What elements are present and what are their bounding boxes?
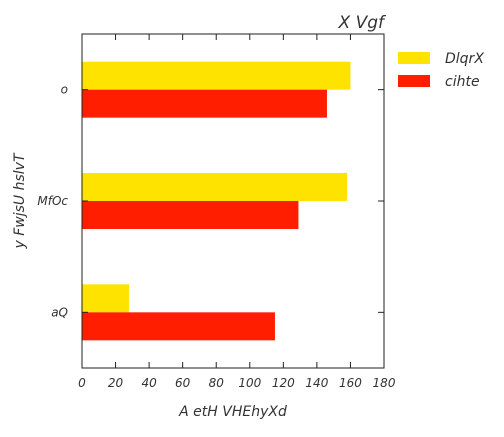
legend-label-DlqrX: DlqrX — [445, 51, 484, 67]
x-tick-label: 140 — [305, 376, 328, 390]
chart-title: X Vgf — [338, 13, 387, 33]
x-axis-label: A etH VHEhyXd — [178, 404, 287, 420]
ticks-layer: 0 20 40 60 80 100 120 140 160 180 o MfOc aQ — [37, 34, 396, 390]
bar-cihte-MfOc — [82, 201, 299, 229]
x-tick-label: 100 — [238, 376, 261, 390]
legend-swatch-cihte — [398, 75, 430, 87]
x-tick-label: 120 — [272, 376, 295, 390]
legend-label-cihte: cihte — [445, 74, 480, 90]
bars-layer — [82, 61, 351, 341]
y-tick-label: MfOc — [37, 194, 68, 208]
legend: DlqrX cihte — [398, 51, 484, 90]
x-tick-label: 40 — [141, 376, 157, 390]
x-tick-label: 60 — [175, 376, 191, 390]
bar-cihte-o — [82, 89, 327, 118]
bar-cihte-aQ — [82, 312, 275, 341]
bar-DlqrX-aQ — [82, 284, 129, 313]
x-tick-label: 0 — [78, 376, 86, 390]
y-axis-label: y FwjsU hslvT — [12, 152, 28, 249]
x-tick-label: 180 — [373, 376, 396, 390]
bar-DlqrX-MfOc — [82, 173, 348, 201]
legend-swatch-DlqrX — [398, 52, 430, 64]
x-tick-label: 20 — [108, 376, 124, 390]
y-tick-label: o — [61, 83, 68, 97]
x-tick-label: 160 — [339, 376, 362, 390]
bar-DlqrX-o — [82, 61, 351, 90]
y-tick-label: aQ — [51, 305, 68, 319]
x-tick-label: 80 — [209, 376, 225, 390]
